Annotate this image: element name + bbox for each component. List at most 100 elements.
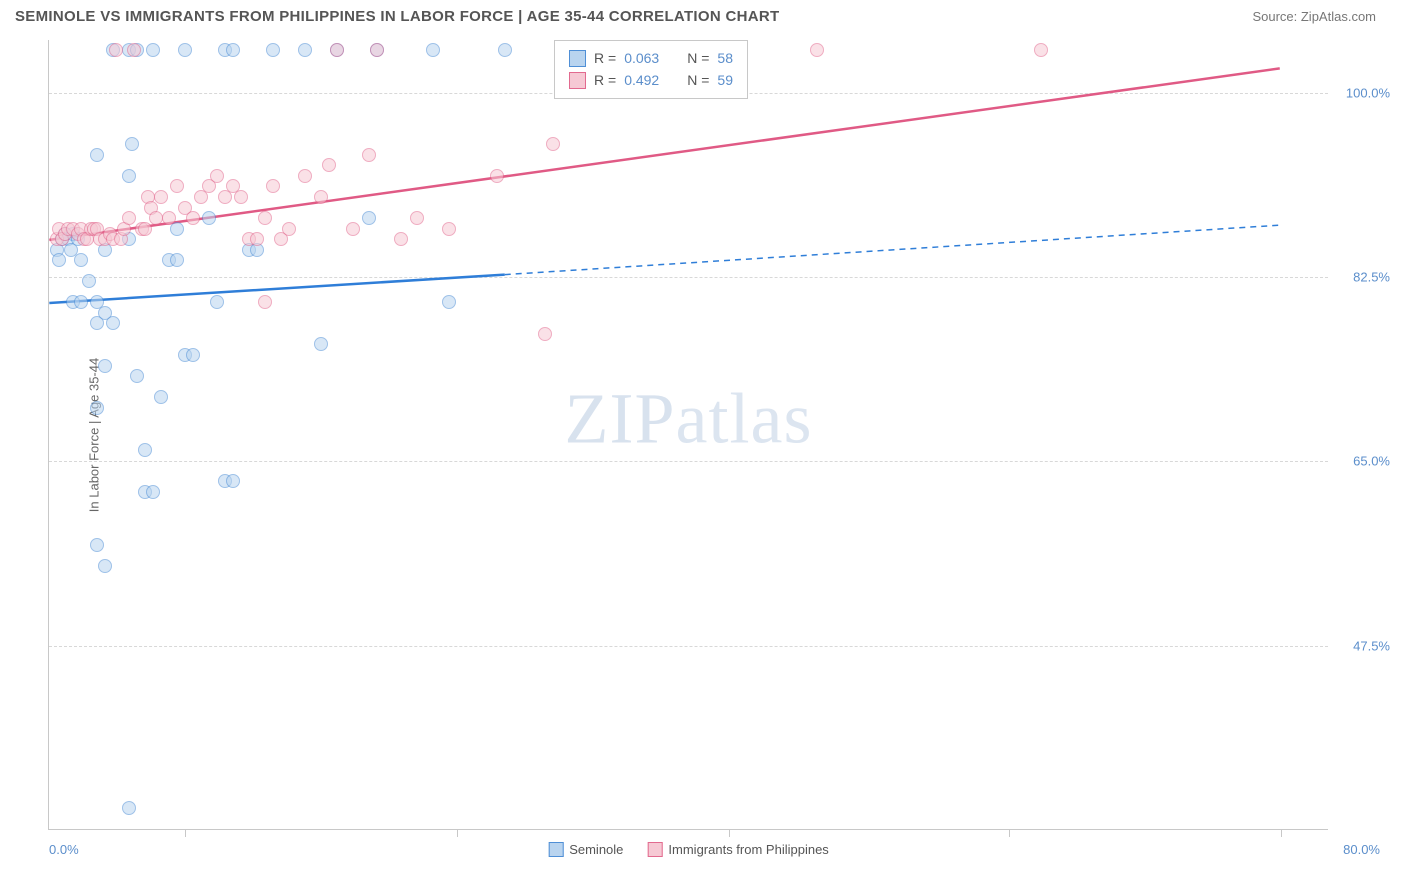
x-axis-max-label: 80.0% xyxy=(1343,842,1380,857)
data-point xyxy=(122,801,136,815)
data-point xyxy=(170,253,184,267)
data-point xyxy=(362,148,376,162)
n-label: N = xyxy=(687,69,709,91)
data-point xyxy=(74,295,88,309)
data-point xyxy=(322,158,336,172)
data-point xyxy=(138,222,152,236)
data-point xyxy=(234,190,248,204)
data-point xyxy=(98,559,112,573)
data-point xyxy=(162,211,176,225)
data-point xyxy=(266,179,280,193)
data-point xyxy=(362,211,376,225)
data-point xyxy=(52,253,66,267)
legend-item: Immigrants from Philippines xyxy=(647,842,828,857)
data-point xyxy=(178,43,192,57)
data-point xyxy=(127,43,141,57)
gridline xyxy=(49,646,1328,647)
data-point xyxy=(498,43,512,57)
y-tick-label: 47.5% xyxy=(1335,638,1390,653)
data-point xyxy=(410,211,424,225)
data-point xyxy=(74,253,88,267)
data-point xyxy=(1034,43,1048,57)
data-point xyxy=(106,316,120,330)
data-point xyxy=(154,190,168,204)
data-point xyxy=(125,137,139,151)
x-tick xyxy=(185,829,186,837)
data-point xyxy=(266,43,280,57)
series-legend: Seminole Immigrants from Philippines xyxy=(548,842,829,857)
n-label: N = xyxy=(687,47,709,69)
x-tick xyxy=(1009,829,1010,837)
data-point xyxy=(370,43,384,57)
data-point xyxy=(210,295,224,309)
data-point xyxy=(170,179,184,193)
data-point xyxy=(109,43,123,57)
gridline xyxy=(49,277,1328,278)
legend-item: Seminole xyxy=(548,842,623,857)
n-value: 59 xyxy=(717,69,733,91)
x-tick xyxy=(1281,829,1282,837)
data-point xyxy=(138,443,152,457)
legend-swatch xyxy=(647,842,662,857)
r-label: R = xyxy=(594,47,616,69)
y-tick-label: 82.5% xyxy=(1335,270,1390,285)
r-label: R = xyxy=(594,69,616,91)
chart-plot-area: In Labor Force | Age 35-44 ZIPatlas 100.… xyxy=(48,40,1328,830)
n-value: 58 xyxy=(717,47,733,69)
legend-swatch xyxy=(569,50,586,67)
trend-lines xyxy=(49,40,1328,829)
data-point xyxy=(210,169,224,183)
data-point xyxy=(810,43,824,57)
data-point xyxy=(330,43,344,57)
x-tick xyxy=(457,829,458,837)
data-point xyxy=(490,169,504,183)
data-point xyxy=(130,369,144,383)
data-point xyxy=(250,232,264,246)
data-point xyxy=(186,211,200,225)
chart-header: SEMINOLE VS IMMIGRANTS FROM PHILIPPINES … xyxy=(0,0,1406,33)
legend-swatch xyxy=(569,72,586,89)
data-point xyxy=(298,169,312,183)
stats-row: R = 0.492 N = 59 xyxy=(569,69,733,91)
data-point xyxy=(282,222,296,236)
chart-source: Source: ZipAtlas.com xyxy=(1252,9,1376,24)
y-tick-label: 65.0% xyxy=(1335,454,1390,469)
data-point xyxy=(298,43,312,57)
data-point xyxy=(186,348,200,362)
data-point xyxy=(394,232,408,246)
data-point xyxy=(90,148,104,162)
data-point xyxy=(314,190,328,204)
watermark: ZIPatlas xyxy=(565,377,813,460)
x-tick xyxy=(729,829,730,837)
data-point xyxy=(226,43,240,57)
data-point xyxy=(546,137,560,151)
data-point xyxy=(90,538,104,552)
gridline xyxy=(49,461,1328,462)
legend-label: Immigrants from Philippines xyxy=(668,842,828,857)
legend-swatch xyxy=(548,842,563,857)
legend-label: Seminole xyxy=(569,842,623,857)
data-point xyxy=(538,327,552,341)
data-point xyxy=(122,169,136,183)
data-point xyxy=(82,274,96,288)
data-point xyxy=(146,485,160,499)
y-axis-title: In Labor Force | Age 35-44 xyxy=(87,357,102,511)
chart-title: SEMINOLE VS IMMIGRANTS FROM PHILIPPINES … xyxy=(15,8,779,25)
data-point xyxy=(226,474,240,488)
x-axis-min-label: 0.0% xyxy=(49,842,79,857)
data-point xyxy=(442,222,456,236)
data-point xyxy=(202,211,216,225)
r-value: 0.492 xyxy=(624,69,659,91)
data-point xyxy=(442,295,456,309)
data-point xyxy=(146,43,160,57)
data-point xyxy=(314,337,328,351)
correlation-stats-box: R = 0.063 N = 58 R = 0.492 N = 59 xyxy=(554,40,748,99)
data-point xyxy=(98,359,112,373)
data-point xyxy=(346,222,360,236)
data-point xyxy=(426,43,440,57)
y-tick-label: 100.0% xyxy=(1335,85,1390,100)
r-value: 0.063 xyxy=(624,47,659,69)
data-point xyxy=(258,295,272,309)
data-point xyxy=(258,211,272,225)
data-point xyxy=(90,401,104,415)
